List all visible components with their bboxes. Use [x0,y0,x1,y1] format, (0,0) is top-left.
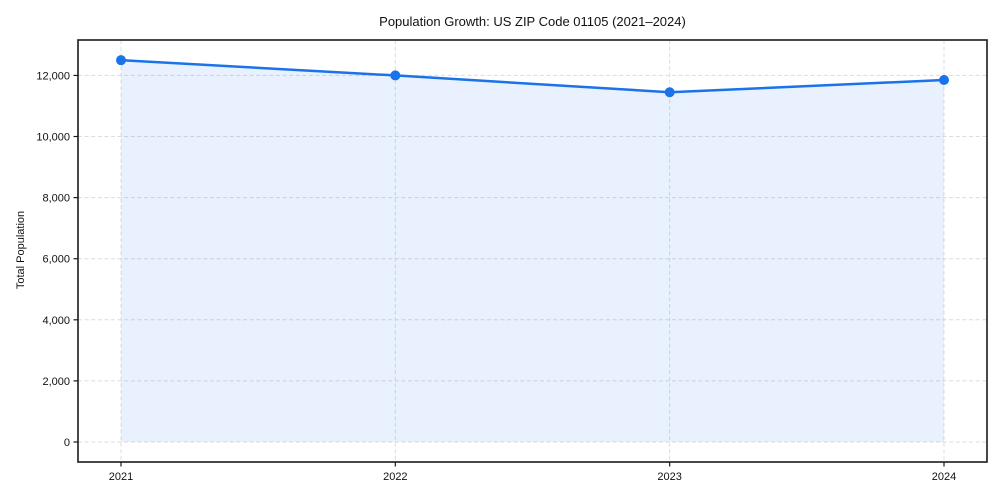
y-tick-label: 0 [64,437,70,449]
data-point-marker [664,87,675,98]
y-tick-label: 8,000 [42,193,70,205]
x-tick-label: 2022 [383,471,407,483]
data-point-marker [390,70,401,81]
y-tick-label: 2,000 [42,376,70,388]
x-tick-label: 2021 [109,471,133,483]
series-line [119,58,946,94]
data-point-marker [116,55,126,66]
y-tick-label: 12,000 [36,70,70,82]
data-point-marker [939,75,949,86]
x-tick-label: 2024 [932,471,956,483]
x-tick-label: 2023 [657,471,681,483]
area-fill [121,60,944,442]
y-tick-label: 10,000 [36,132,70,144]
y-axis-title: Total Population [15,210,27,290]
plot-border [77,39,988,463]
y-tick-label: 4,000 [42,315,70,327]
y-tick-label: 6,000 [42,254,70,266]
chart-title: Population Growth: US ZIP Code 01105 (20… [379,14,686,29]
